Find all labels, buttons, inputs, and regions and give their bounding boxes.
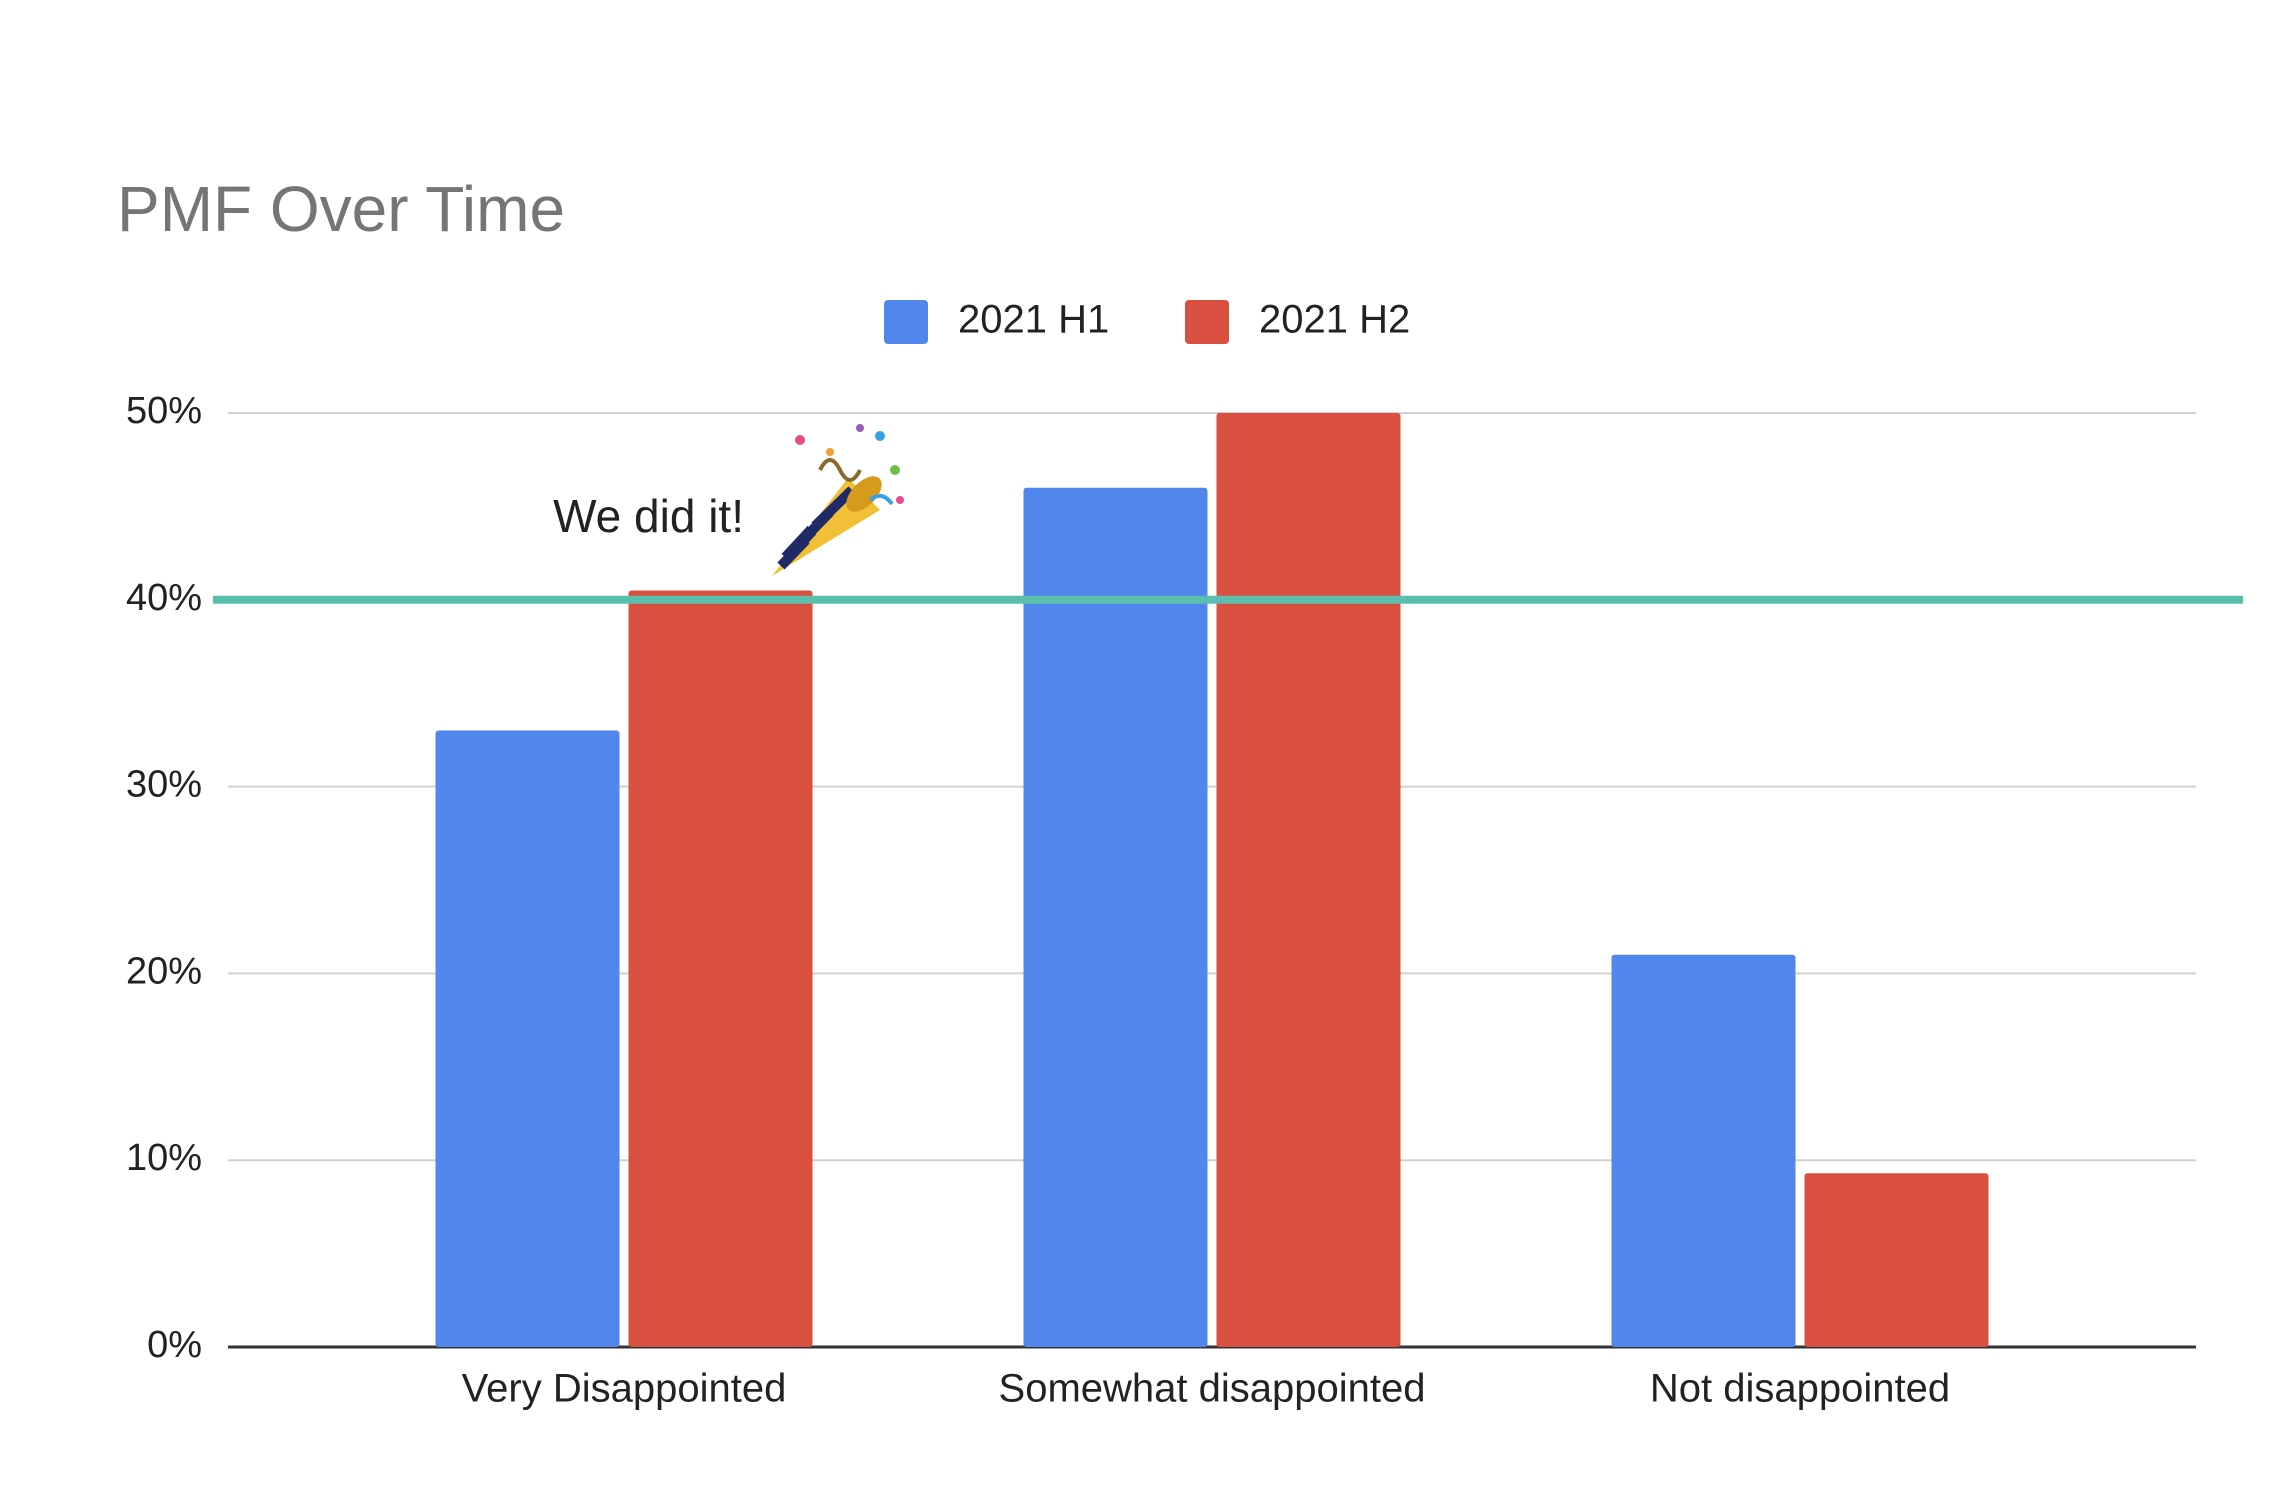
y-tick-label: 20% [126, 950, 202, 992]
y-tick-label: 30% [126, 764, 202, 806]
legend-swatch [884, 300, 928, 344]
y-tick-label: 40% [126, 577, 202, 619]
legend-label: 2021 H2 [1259, 298, 1410, 342]
chart-title: PMF Over Time [117, 173, 565, 245]
bar [435, 730, 620, 1347]
bar [1023, 487, 1208, 1348]
bar [1611, 954, 1796, 1347]
bar [1804, 1173, 1989, 1347]
party-popper [772, 424, 904, 576]
y-tick-label: 50% [126, 390, 202, 432]
legend-label: 2021 H1 [958, 298, 1109, 342]
y-tick-label: 0% [147, 1324, 202, 1366]
bar [628, 590, 813, 1347]
legend-swatch [1185, 300, 1229, 344]
x-tick-label: Very Disappointed [462, 1367, 787, 1411]
bar [1216, 413, 1401, 1347]
annotation: We did it! [553, 490, 744, 542]
y-tick-label: 10% [126, 1137, 202, 1179]
x-tick-label: Not disappointed [1650, 1367, 1950, 1411]
x-tick-label: Somewhat disappointed [999, 1367, 1426, 1411]
